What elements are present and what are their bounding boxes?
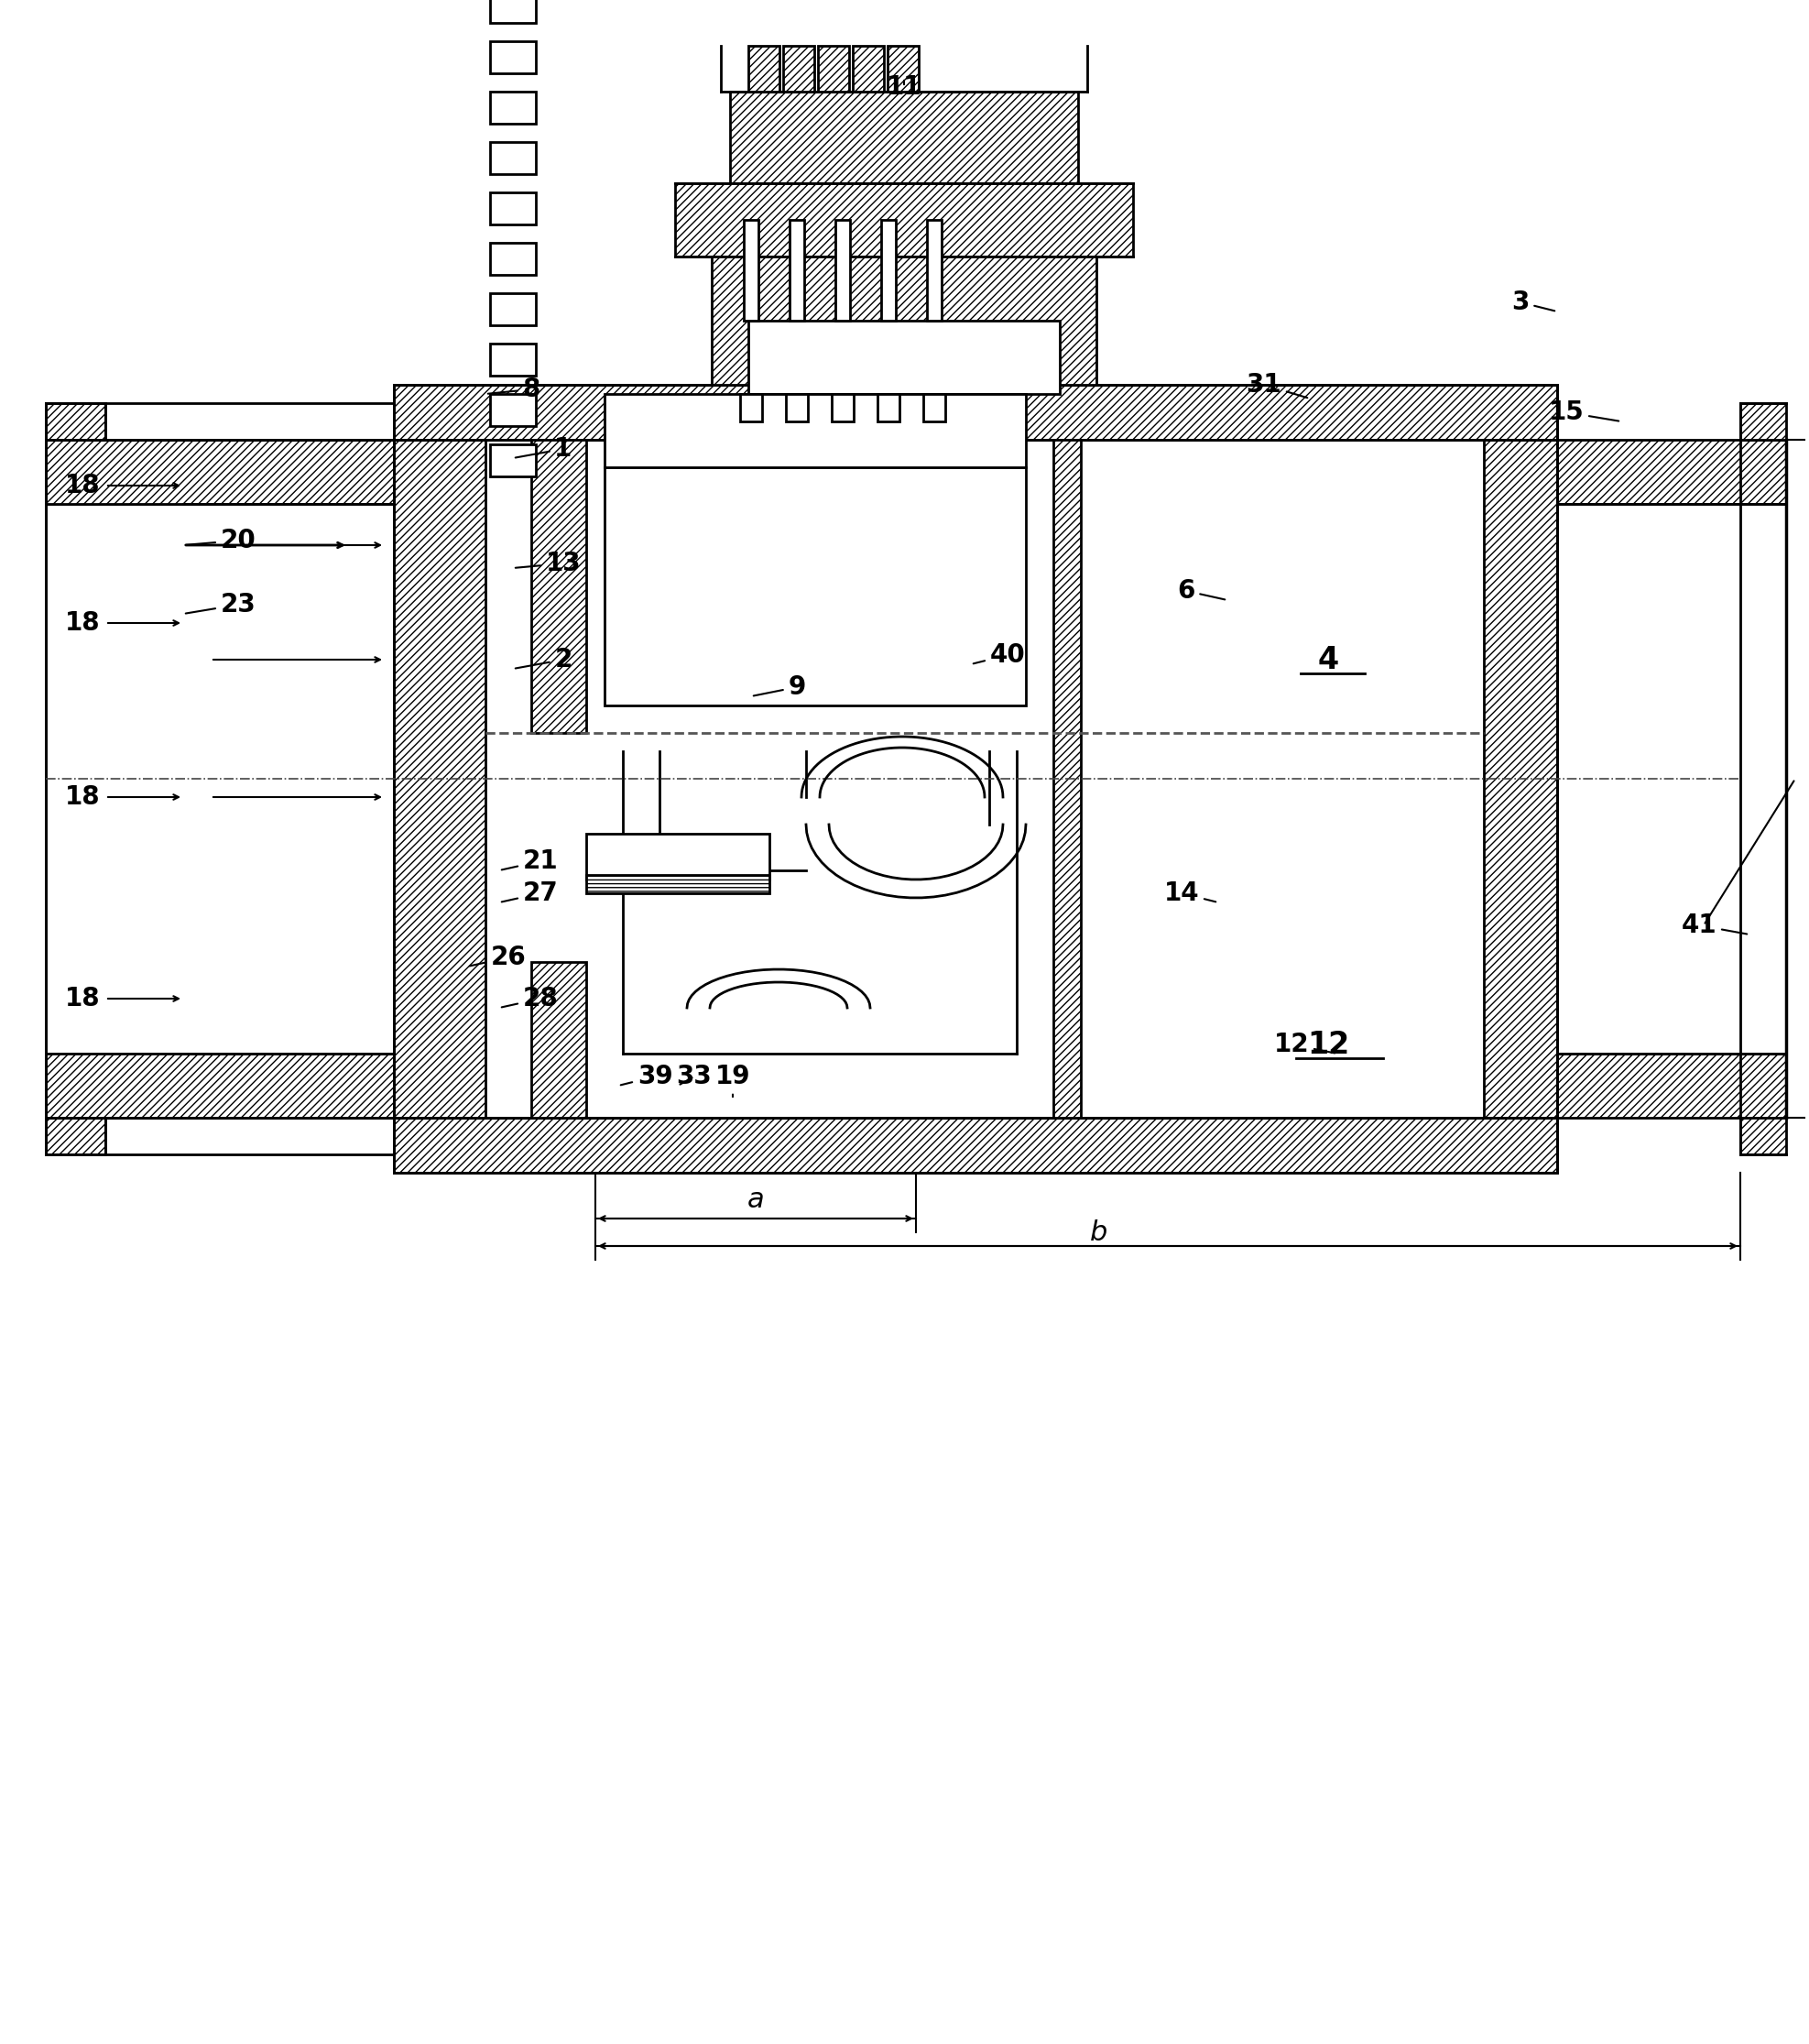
Polygon shape (1558, 439, 1785, 505)
Bar (490, 141, 535, 174)
Bar (490, 92, 535, 125)
Text: 40: 40 (973, 642, 1026, 668)
Bar (877, 394, 899, 421)
Text: 2: 2 (516, 646, 572, 672)
Bar (923, 394, 946, 421)
Bar (45, 505, 394, 1053)
Bar (836, 221, 850, 321)
Text: 18: 18 (65, 785, 101, 809)
Polygon shape (1740, 1118, 1785, 1155)
Text: 13: 13 (516, 550, 581, 576)
Polygon shape (783, 45, 814, 92)
Bar (490, 444, 535, 476)
Polygon shape (888, 45, 919, 92)
Polygon shape (1558, 1053, 1785, 1118)
Polygon shape (749, 45, 780, 92)
Text: 6: 6 (1178, 578, 1225, 603)
Text: 31: 31 (1246, 372, 1308, 399)
Text: 18: 18 (65, 472, 101, 499)
Text: 21: 21 (501, 848, 559, 875)
Text: b: b (1091, 1218, 1107, 1245)
Polygon shape (394, 1118, 1558, 1173)
Bar (832, 394, 854, 421)
Text: a: a (747, 1188, 763, 1214)
Polygon shape (45, 439, 394, 505)
Text: 15: 15 (1549, 399, 1619, 425)
Polygon shape (1740, 403, 1785, 439)
Polygon shape (818, 45, 848, 92)
Bar (604, 394, 1026, 468)
Text: 3: 3 (1512, 290, 1554, 315)
Polygon shape (675, 184, 1132, 258)
Bar (926, 221, 942, 321)
Polygon shape (852, 45, 885, 92)
Bar (785, 394, 809, 421)
Text: 18: 18 (65, 611, 101, 636)
Text: 33: 33 (677, 1063, 713, 1089)
Polygon shape (731, 92, 1078, 184)
Bar (490, 292, 535, 325)
Text: 39: 39 (620, 1063, 673, 1089)
Bar (586, 875, 769, 893)
Polygon shape (532, 439, 586, 734)
Bar (490, 394, 535, 425)
Text: 8: 8 (488, 376, 541, 403)
Text: 41: 41 (1681, 912, 1747, 938)
Bar (490, 41, 535, 74)
Bar (604, 468, 1026, 705)
Text: 4: 4 (1317, 644, 1339, 675)
Text: 27: 27 (501, 881, 559, 905)
Bar (743, 221, 758, 321)
Polygon shape (394, 439, 485, 1118)
Bar (490, 192, 535, 225)
Text: 26: 26 (470, 944, 526, 971)
Text: 9: 9 (754, 675, 805, 699)
Text: 11: 11 (886, 74, 921, 100)
Bar (749, 321, 1060, 394)
Polygon shape (394, 384, 1558, 439)
Text: 19: 19 (715, 1063, 751, 1098)
Text: 28: 28 (501, 985, 559, 1012)
Text: 14: 14 (1163, 881, 1216, 905)
Polygon shape (711, 258, 1096, 384)
Text: 23: 23 (186, 593, 255, 617)
Text: 12: 12 (1274, 1032, 1335, 1057)
Bar (881, 221, 895, 321)
Text: 12: 12 (1306, 1030, 1350, 1059)
Polygon shape (1483, 439, 1558, 1118)
Bar (490, 0, 535, 22)
Bar (490, 343, 535, 376)
Polygon shape (532, 963, 586, 1118)
Polygon shape (45, 1118, 105, 1155)
Bar (789, 221, 805, 321)
Bar (586, 834, 769, 879)
Text: 1: 1 (516, 435, 572, 462)
Bar (490, 243, 535, 274)
Polygon shape (1053, 439, 1080, 1118)
Polygon shape (45, 1053, 394, 1118)
Text: 18: 18 (65, 985, 101, 1012)
Text: 20: 20 (186, 527, 255, 554)
Bar (740, 394, 762, 421)
Polygon shape (45, 403, 105, 439)
